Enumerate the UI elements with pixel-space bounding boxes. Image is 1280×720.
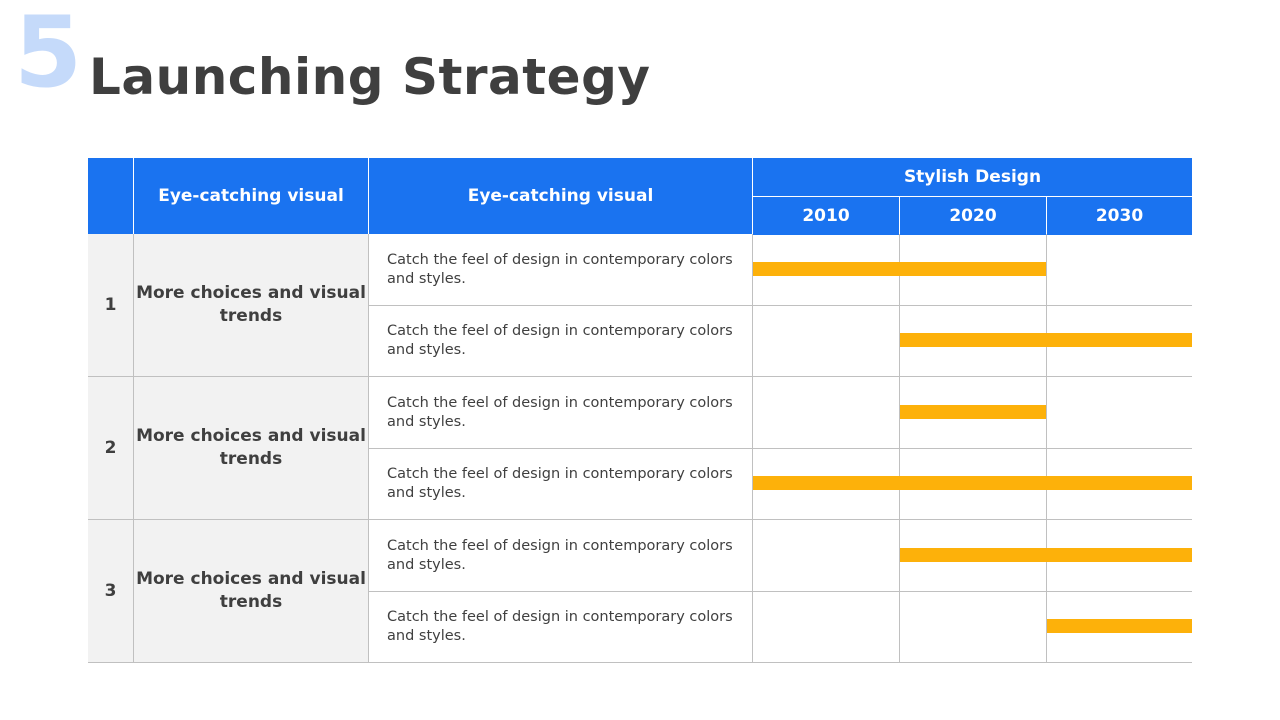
grid-line (368, 234, 369, 663)
grid-line (88, 376, 1192, 377)
row-description: Catch the feel of design in contemporary… (387, 537, 733, 573)
timeline-bar (900, 548, 1192, 562)
group-label: More choices and visual trends (134, 520, 368, 662)
group-label: More choices and visual trends (134, 377, 368, 519)
row-description: Catch the feel of design in contemporary… (387, 394, 733, 430)
grid-line (88, 662, 1192, 663)
header-divider (752, 158, 753, 234)
header-divider (1046, 197, 1047, 234)
row-description: Catch the feel of design in contemporary… (387, 465, 733, 501)
grid-line (88, 519, 1192, 520)
row-description: Catch the feel of design in contemporary… (387, 251, 733, 287)
slide-number: 5 (14, 0, 83, 110)
header-number-cell (88, 158, 133, 234)
header-year-2020: 2020 (900, 197, 1046, 235)
grid-line (369, 448, 1192, 449)
slide-title: Launching Strategy (89, 48, 651, 106)
timeline-bar (900, 405, 1046, 419)
timeline-bar (900, 333, 1192, 347)
header-divider (133, 158, 134, 234)
group-number: 1 (88, 234, 133, 376)
group-number: 3 (88, 520, 133, 662)
header-timeline-title: Stylish Design (753, 158, 1192, 196)
timeline-bar (753, 262, 1046, 276)
header-year-2030: 2030 (1047, 197, 1192, 235)
header-description: Eye-catching visual (369, 158, 752, 234)
row-description: Catch the feel of design in contemporary… (387, 322, 733, 358)
grid-line (133, 234, 134, 663)
strategy-table: Eye-catching visual Eye-catching visual … (88, 158, 1192, 663)
group-number: 2 (88, 377, 133, 519)
timeline-bar (753, 476, 1192, 490)
header-divider (899, 197, 900, 234)
header-divider (753, 196, 1192, 197)
grid-line (369, 305, 1192, 306)
header-year-2010: 2010 (753, 197, 899, 235)
header-divider (368, 158, 369, 234)
header-group: Eye-catching visual (134, 158, 368, 234)
grid-line (369, 591, 1192, 592)
row-description: Catch the feel of design in contemporary… (387, 608, 733, 644)
timeline-bar (1047, 619, 1192, 633)
group-label: More choices and visual trends (134, 234, 368, 376)
